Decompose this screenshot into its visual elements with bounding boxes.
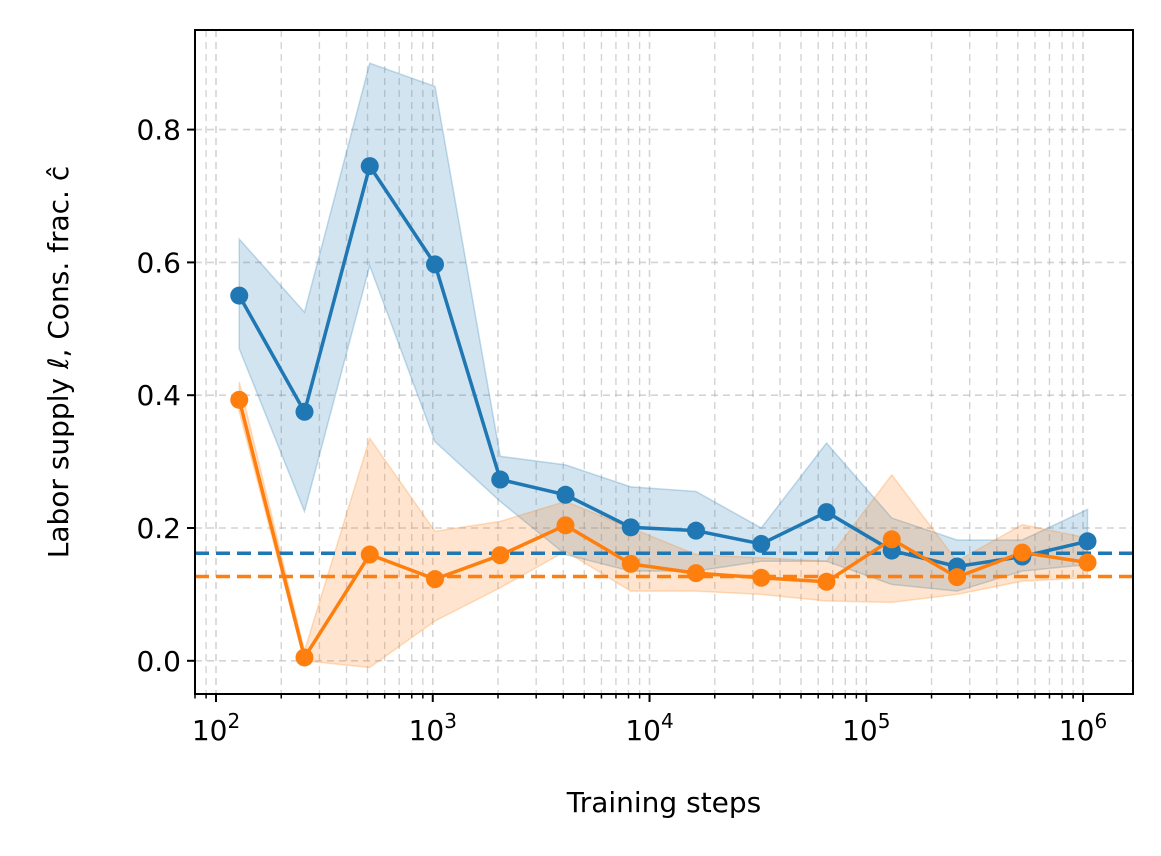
blue-data-point xyxy=(425,255,444,274)
orange-series-line xyxy=(237,399,1088,660)
y-axis-label: Labor supply ℓ, Cons. frac. ĉ xyxy=(42,166,75,559)
orange-data-point xyxy=(621,554,640,573)
plot-frame xyxy=(194,29,1134,695)
x-axis-label: Training steps xyxy=(566,786,762,819)
series-lines xyxy=(237,164,1088,660)
x-tick-label: 102 xyxy=(192,709,240,747)
reference-lines xyxy=(195,551,1133,579)
y-tick-label: 0.0 xyxy=(136,645,181,678)
y-tick-label: 0.4 xyxy=(136,379,181,412)
blue-data-point xyxy=(360,157,379,176)
x-tick-label: 105 xyxy=(842,709,890,747)
orange-data-point xyxy=(948,568,967,587)
orange-data-point xyxy=(360,545,379,564)
y-tick-label: 0.2 xyxy=(136,512,181,545)
orange-data-point xyxy=(752,568,771,587)
axis-ticks: 0.0 0.2 0.4 0.6 0.8 102 103 104 105 106 xyxy=(136,114,1107,747)
x-tick-label: 106 xyxy=(1059,709,1107,747)
blue-data-point xyxy=(687,521,706,540)
blue-data-point xyxy=(752,534,771,553)
x-tick-label: 104 xyxy=(625,709,673,747)
orange-data-point xyxy=(1078,553,1097,572)
blue-data-point xyxy=(295,402,314,421)
orange-data-point xyxy=(230,390,249,409)
orange-data-point xyxy=(687,564,706,583)
blue-data-point xyxy=(230,286,249,305)
y-tick-label: 0.6 xyxy=(136,246,181,279)
blue-data-point xyxy=(556,485,575,504)
blue-data-point xyxy=(621,518,640,537)
series-points xyxy=(230,157,1097,667)
orange-data-point xyxy=(817,572,836,591)
orange-data-point xyxy=(425,570,444,589)
blue-data-point xyxy=(491,470,510,489)
orange-data-point xyxy=(882,530,901,549)
orange-data-point xyxy=(491,546,510,565)
grid xyxy=(194,30,1133,694)
blue-series-line xyxy=(237,164,1088,569)
orange-data-point xyxy=(295,648,314,667)
orange-data-point xyxy=(1013,543,1032,562)
blue-data-point xyxy=(817,503,836,522)
orange-data-point xyxy=(556,516,575,535)
blue-data-point xyxy=(1078,532,1097,551)
y-tick-label: 0.8 xyxy=(136,114,181,147)
x-tick-label: 103 xyxy=(409,709,457,747)
